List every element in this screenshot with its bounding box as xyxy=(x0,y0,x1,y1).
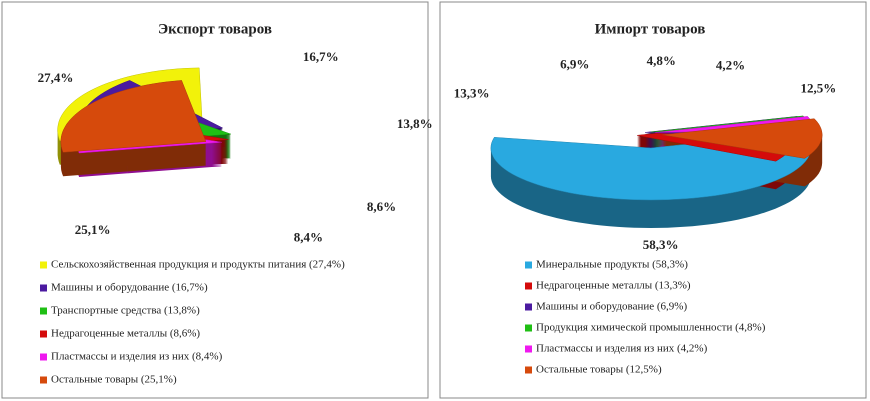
legend-marker xyxy=(40,261,47,269)
legend-entry: Пластмассы и изделия из них (4,2%) xyxy=(536,343,708,355)
legend-marker xyxy=(40,353,47,361)
data-label: 25,1% xyxy=(75,222,111,237)
chart-title: Экспорт товаров xyxy=(158,21,272,37)
legend-entry: Машины и оборудование (6,9%) xyxy=(536,301,687,313)
data-label: 4,8% xyxy=(647,53,676,68)
legend-marker xyxy=(40,376,47,384)
data-label: 12,5% xyxy=(801,80,837,95)
legend-marker xyxy=(525,366,532,374)
legend-entry: Пластмассы и изделия из них (8,4%) xyxy=(51,351,223,363)
legend-marker xyxy=(525,324,532,332)
legend-marker xyxy=(525,282,532,290)
legend-entry: Недрагоценные металлы (8,6%) xyxy=(51,328,200,340)
data-label: 8,4% xyxy=(294,229,323,244)
data-label: 4,2% xyxy=(716,57,745,72)
legend-entry: Машины и оборудование (16,7%) xyxy=(51,282,208,294)
data-label: 58,3% xyxy=(643,237,679,252)
legend-marker xyxy=(40,284,47,292)
legend-entry: Остальные товары (12,5%) xyxy=(536,364,662,376)
legend-entry: Недрагоценные металлы (13,3%) xyxy=(536,280,691,292)
legend-entry: Продукция химической промышленности (4,8… xyxy=(536,322,766,334)
slice xyxy=(60,80,207,153)
legend-entry: Транспортные средства (13,8%) xyxy=(51,305,200,317)
legend-marker xyxy=(525,261,532,269)
legend-marker xyxy=(525,303,532,311)
data-label: 8,6% xyxy=(367,199,396,214)
data-label: 13,3% xyxy=(454,85,490,100)
data-label: 13,8% xyxy=(397,116,433,131)
legend-marker xyxy=(40,330,47,338)
data-label: 6,9% xyxy=(560,57,589,72)
data-label: 16,7% xyxy=(303,49,339,64)
legend-entry: Остальные товары (25,1%) xyxy=(51,374,177,386)
legend-entry: Сельскохозяйственная продукция и продукт… xyxy=(51,259,345,271)
legend-marker xyxy=(525,345,532,353)
slice xyxy=(662,118,823,159)
panel xyxy=(1,1,429,399)
legend-marker xyxy=(40,307,47,315)
chart-title: Импорт товаров xyxy=(595,21,706,37)
legend-entry: Минеральные продукты (58,3%) xyxy=(536,259,688,271)
data-label: 27,4% xyxy=(38,70,74,85)
